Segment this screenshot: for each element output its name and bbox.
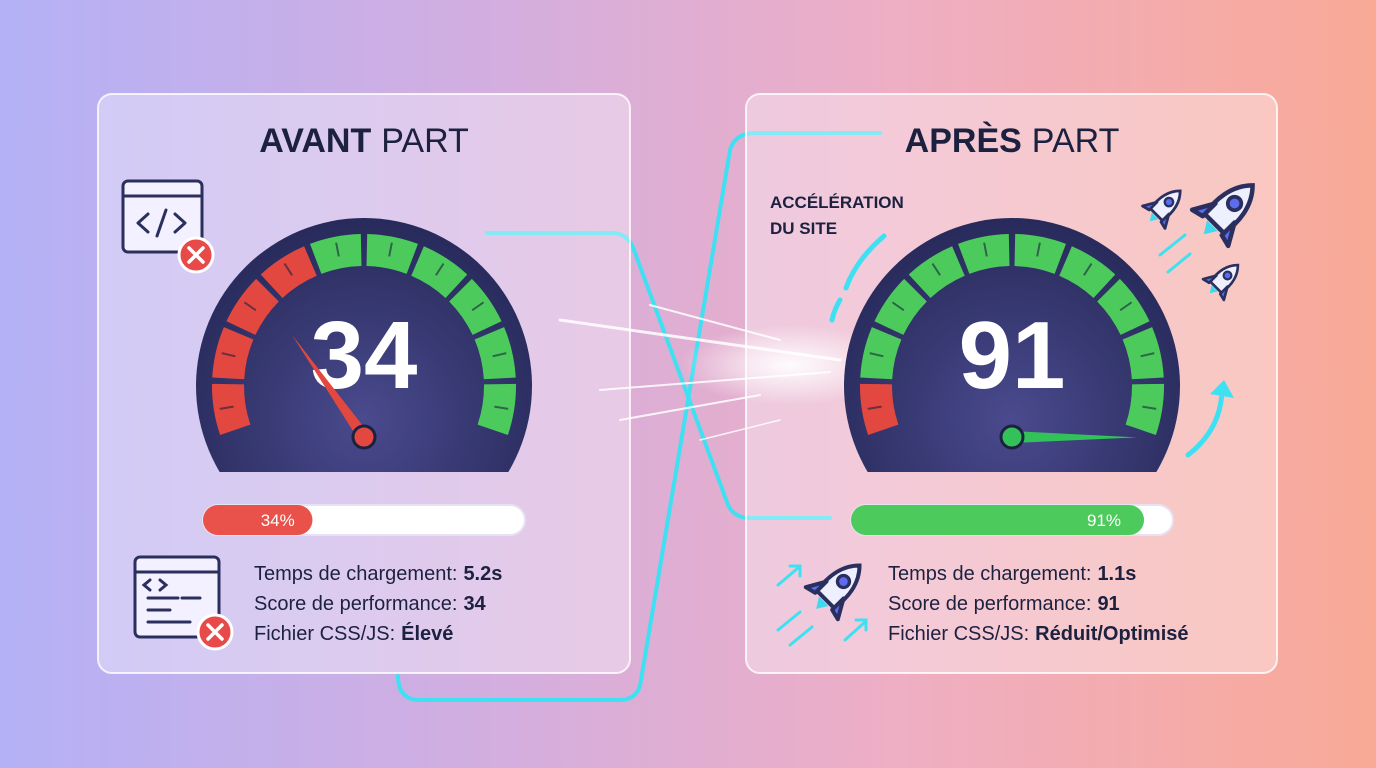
gauge-segment <box>212 383 251 435</box>
stat-label: Fichier CSS/JS: <box>888 623 1029 645</box>
progress-fill <box>851 505 1145 535</box>
gauge-tick <box>1083 263 1093 276</box>
speed-arcs <box>829 233 887 323</box>
gauge-segment <box>411 246 468 298</box>
gauge-tick <box>283 263 293 276</box>
streak <box>619 394 761 421</box>
gauge-tick <box>219 405 234 410</box>
stat-line: Temps de chargement: 1.1s <box>888 563 1136 585</box>
code-file-icon <box>133 555 221 639</box>
stat-value: 34 <box>463 593 486 615</box>
gauge-tick <box>1119 301 1133 312</box>
gauge-segment <box>474 327 516 380</box>
gauge-tick <box>471 301 485 312</box>
connector <box>396 131 882 702</box>
gauge-needle <box>291 334 369 441</box>
stat-line: Fichier CSS/JS: Réduit/Optimisé <box>888 623 1189 645</box>
gauge-segment <box>908 246 965 298</box>
rockets <box>776 167 1271 647</box>
gauge-tick <box>1036 242 1041 257</box>
stat-label: Temps de chargement: <box>888 563 1091 585</box>
callout: DU SITE <box>770 219 837 238</box>
panel-title: APRÈS PART <box>905 122 1120 160</box>
gauge-segment <box>1122 327 1164 380</box>
needle-pivot <box>351 424 377 450</box>
gauge-tick <box>388 242 393 257</box>
gauge-tick <box>243 301 257 312</box>
panel-title: AVANT PART <box>259 122 469 160</box>
gauge-tick <box>435 263 445 276</box>
gauge-tick <box>931 263 941 276</box>
gauge-tick <box>335 242 340 257</box>
connector <box>485 231 832 520</box>
stat-value: 5.2s <box>463 563 502 585</box>
code-icon <box>121 179 204 254</box>
gauge-segment <box>860 383 899 435</box>
gauge-score: 91 <box>959 302 1066 409</box>
up-arrow <box>1185 389 1225 458</box>
gauge-segment <box>310 234 362 274</box>
stat-label: Fichier CSS/JS: <box>254 623 395 645</box>
stat-value: Élevé <box>401 622 453 645</box>
gauge-segment <box>260 246 317 298</box>
needle-pivot <box>999 424 1025 450</box>
gauge-segment <box>958 234 1010 274</box>
panel-content: APRÈS PART ACCÉLÉRATION DU SITE 91 91% Temps d… <box>770 122 1189 645</box>
title-bold: AVANT <box>259 122 371 160</box>
gauge-segment <box>1125 383 1164 435</box>
streak <box>649 304 781 341</box>
code-glyph <box>136 208 187 238</box>
stat-line: Score de performance: 91 <box>888 593 1120 615</box>
gauge-segment <box>212 327 254 380</box>
progress-label: 91% <box>1087 511 1121 530</box>
gauge-tick <box>891 301 905 312</box>
gauge-tick <box>1142 405 1157 410</box>
title-rest: PART <box>381 122 469 160</box>
error-badge <box>177 236 215 274</box>
gauge-tick <box>983 242 988 257</box>
gauge-segment <box>1059 246 1116 298</box>
streak <box>558 318 842 362</box>
gauge-segment <box>1014 234 1066 274</box>
gauge-segment <box>366 234 418 274</box>
gauge-tick <box>1140 352 1155 358</box>
gauge-segment <box>860 327 902 380</box>
gauge-segment <box>477 383 516 435</box>
streak <box>599 371 831 391</box>
panel-content: AVANT PART 34 34% Temps de chargement: 5.2s Sc… <box>196 122 532 645</box>
stat-label: Score de performance: <box>888 593 1091 615</box>
streak <box>699 419 781 441</box>
stat-label: Score de performance: <box>254 593 457 615</box>
gauge-tick <box>494 405 509 410</box>
title-rest: PART <box>1032 122 1120 160</box>
error-badge <box>196 613 234 651</box>
up-arrow-head <box>1210 380 1234 398</box>
stat-value: 91 <box>1097 593 1119 615</box>
gauge-score: 34 <box>311 302 418 409</box>
gauge-tick <box>867 405 882 410</box>
progress-fill <box>203 505 313 535</box>
gauge-needle <box>1011 431 1137 443</box>
callout: ACCÉLÉRATION <box>770 193 904 212</box>
connectors <box>396 131 882 702</box>
stat-line: Temps de chargement: 5.2s <box>254 563 502 585</box>
stat-line: Fichier CSS/JS: Élevé <box>254 622 453 645</box>
gauge-tick <box>221 352 236 358</box>
progress-label: 34% <box>261 511 295 530</box>
title-bold: APRÈS <box>905 122 1022 160</box>
stat-line: Score de performance: 34 <box>254 593 487 615</box>
stat-value: 1.1s <box>1097 563 1136 585</box>
gauge-tick <box>492 352 507 358</box>
stat-label: Temps de chargement: <box>254 563 457 585</box>
stat-value: Réduit/Optimisé <box>1035 623 1188 645</box>
gauge-tick <box>869 352 884 358</box>
